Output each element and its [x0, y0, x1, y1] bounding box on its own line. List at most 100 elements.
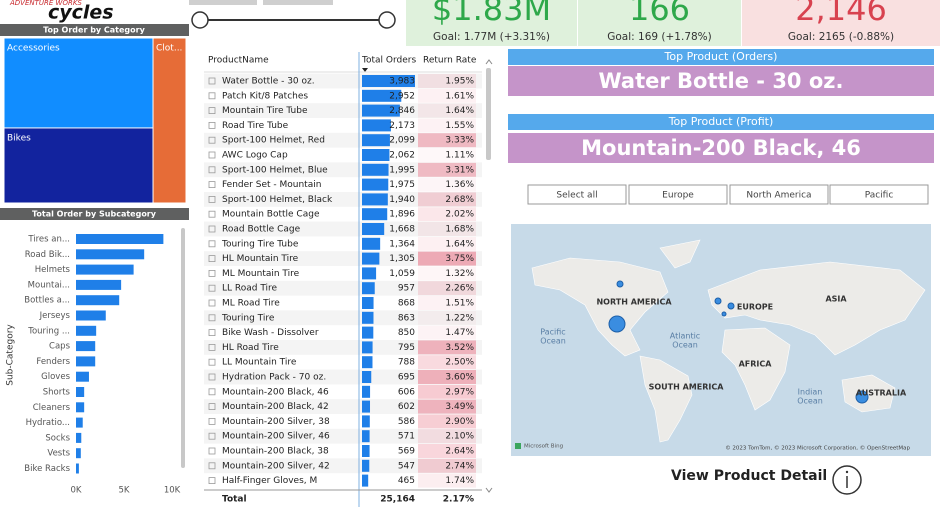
y-tick-label: Helmets — [35, 265, 71, 275]
slicer-button[interactable] — [527, 184, 627, 205]
treemap-tile[interactable] — [153, 38, 186, 203]
kpi-value: 166 — [629, 0, 690, 28]
product-name[interactable]: HL Mountain Tire — [222, 254, 299, 264]
logo-brand: ADVENTURE WORKS — [9, 0, 82, 7]
row-band — [204, 310, 482, 326]
row-band — [204, 132, 482, 148]
product-name[interactable]: Bike Wash - Dissolver — [222, 328, 319, 338]
product-name[interactable]: Sport-100 Helmet, Blue — [222, 165, 328, 175]
product-name[interactable]: ML Road Tire — [222, 299, 280, 309]
product-name[interactable]: LL Road Tire — [222, 284, 278, 294]
return-rate-cell — [418, 429, 476, 444]
orders-databar — [362, 119, 391, 132]
bing-logo — [515, 443, 521, 449]
bar[interactable] — [76, 448, 81, 459]
product-name[interactable]: LL Mountain Tire — [222, 358, 297, 368]
bar[interactable] — [76, 325, 97, 336]
product-name[interactable]: Mountain-200 Black, 42 — [222, 402, 329, 412]
slicer-button[interactable] — [729, 184, 829, 205]
column-header[interactable]: Return Rate — [423, 56, 477, 66]
product-name[interactable]: Touring Tire Tube — [221, 239, 299, 249]
row-icon — [208, 373, 216, 381]
product-name[interactable]: Water Bottle - 30 oz. — [222, 77, 315, 87]
return-rate-cell — [418, 88, 476, 103]
product-name[interactable]: Patch Kit/8 Patches — [222, 91, 308, 101]
column-header[interactable]: ProductName — [208, 56, 269, 66]
row-icon — [208, 388, 216, 396]
y-tick-label: Bottles a... — [24, 296, 70, 306]
scrollbar[interactable] — [486, 68, 491, 160]
product-name[interactable]: Half-Finger Gloves, M — [222, 476, 317, 486]
bar[interactable] — [76, 402, 85, 413]
map-bubble[interactable] — [608, 315, 626, 333]
product-name[interactable]: ML Mountain Tire — [222, 269, 300, 279]
product-name[interactable]: Road Bottle Cage — [222, 225, 301, 235]
map-bubble[interactable] — [721, 311, 727, 317]
slicer-button[interactable] — [628, 184, 728, 205]
bar[interactable] — [76, 463, 79, 474]
map-ocean-label: Pacific — [540, 328, 565, 337]
product-name[interactable]: Mountain-200 Black, 38 — [222, 447, 329, 457]
row-icon — [208, 432, 216, 440]
return-rate-cell — [418, 384, 476, 399]
bar[interactable] — [76, 279, 122, 290]
map-bubble[interactable] — [714, 297, 722, 305]
row-icon — [208, 284, 216, 292]
return-rate-value: 2.97% — [445, 387, 474, 397]
row-icon — [208, 92, 216, 100]
kpi-goal: Goal: 1.77M (+3.31%) — [433, 31, 550, 43]
bar[interactable] — [76, 341, 96, 352]
column-header[interactable]: Total Orders — [361, 56, 416, 66]
map-ocean-label: Indian — [798, 388, 823, 397]
product-name[interactable]: Hydration Pack - 70 oz. — [222, 373, 326, 383]
map-bubble[interactable] — [727, 302, 735, 310]
treemap-tile[interactable] — [4, 38, 153, 128]
y-tick-label: Caps — [49, 342, 71, 352]
product-name[interactable]: Mountain-200 Silver, 46 — [222, 432, 330, 442]
treemap-tile[interactable] — [4, 128, 153, 203]
bar[interactable] — [76, 387, 85, 397]
product-name[interactable]: Mountain Bottle Cage — [222, 210, 320, 220]
bar[interactable] — [76, 417, 83, 428]
slider-handle[interactable] — [191, 11, 209, 29]
row-band — [204, 399, 482, 414]
return-rate-value: 2.64% — [445, 447, 474, 457]
x-tick-label: 0K — [71, 486, 82, 496]
product-name[interactable]: Mountain-200 Silver, 38 — [222, 417, 330, 427]
slider-tab — [263, 0, 333, 5]
product-name[interactable]: HL Road Tire — [222, 343, 279, 353]
orders-databar — [362, 163, 389, 176]
bar[interactable] — [76, 264, 134, 275]
product-name[interactable]: Fender Set - Mountain — [222, 180, 321, 190]
product-name[interactable]: Mountain Tire Tube — [222, 106, 308, 116]
y-tick-label: Fenders — [36, 357, 70, 367]
kpi-card — [742, 0, 940, 46]
slider-handle[interactable] — [378, 11, 396, 29]
bar[interactable] — [76, 371, 89, 382]
view-detail-link[interactable]: View Product Detail — [671, 468, 827, 484]
map-bubble[interactable] — [616, 280, 624, 288]
orders-databar — [362, 311, 374, 324]
product-name[interactable]: Road Tire Tube — [222, 121, 289, 131]
bar[interactable] — [76, 234, 164, 244]
product-name[interactable]: Mountain-200 Black, 46 — [222, 387, 329, 397]
product-name[interactable]: Sport-100 Helmet, Black — [222, 195, 333, 205]
product-name[interactable]: AWC Logo Cap — [222, 151, 288, 161]
slicer-button[interactable] — [829, 184, 929, 205]
bar[interactable] — [76, 249, 145, 260]
map-bubble[interactable] — [855, 390, 869, 404]
product-name[interactable]: Sport-100 Helmet, Red — [222, 136, 325, 146]
scrollbar[interactable] — [181, 228, 185, 468]
orders-value: 1,364 — [389, 239, 415, 249]
bar[interactable] — [76, 356, 96, 367]
orders-databar — [362, 415, 370, 428]
bar[interactable] — [76, 295, 120, 306]
bar[interactable] — [76, 310, 106, 321]
bar[interactable] — [76, 432, 82, 443]
x-tick-label: 10K — [164, 486, 181, 496]
product-name[interactable]: Touring Tire — [221, 313, 275, 323]
row-icon — [208, 314, 216, 322]
map-continent-label: SOUTH AMERICA — [649, 383, 725, 392]
product-name[interactable]: Mountain-200 Silver, 42 — [222, 461, 330, 471]
orders-databar — [362, 459, 370, 472]
